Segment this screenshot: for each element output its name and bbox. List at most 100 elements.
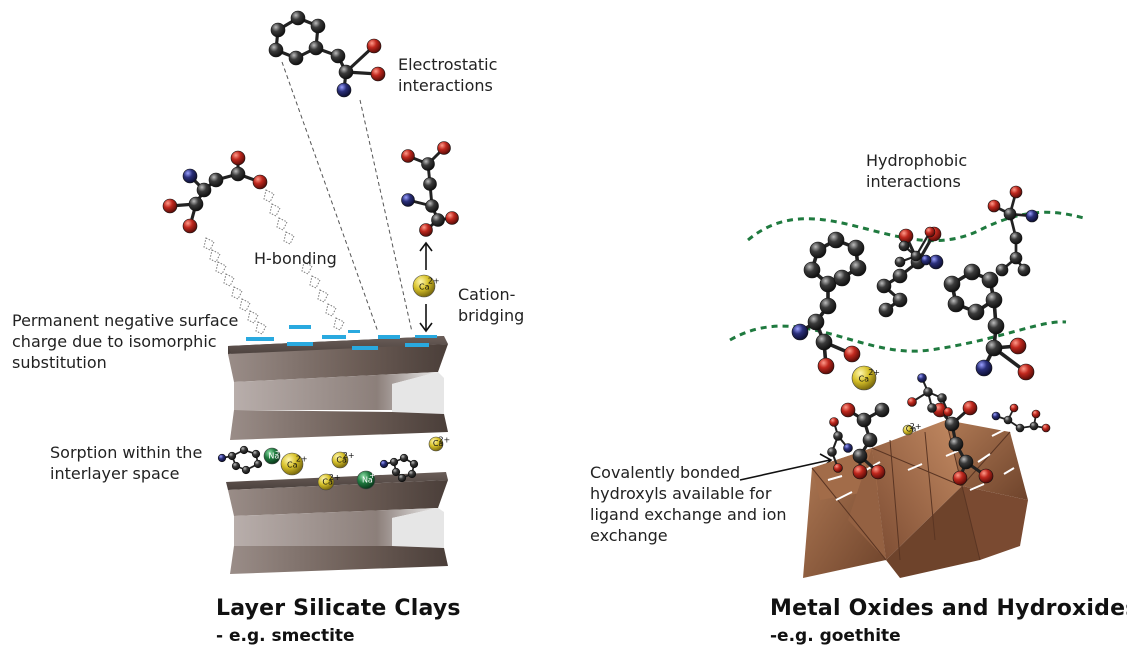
carbon-atom bbox=[231, 461, 241, 471]
carbon-atom bbox=[967, 303, 985, 321]
nitrogen-atom bbox=[975, 359, 993, 377]
oxygen-atom bbox=[870, 464, 886, 480]
molecule-surface-1 bbox=[840, 402, 890, 480]
nitrogen-atom bbox=[379, 459, 389, 469]
label-line: substitution bbox=[12, 353, 107, 372]
carbon-atom bbox=[987, 317, 1005, 335]
ca-ion-goethite-small: Ca2+ bbox=[902, 422, 922, 436]
oxygen-atom bbox=[437, 141, 451, 155]
molecules bbox=[162, 10, 1051, 486]
label-covalent: Covalently bonded hydroxyls available fo… bbox=[590, 462, 787, 546]
nitrogen-atom bbox=[1025, 209, 1039, 223]
left-title: Layer Silicate Clays bbox=[216, 596, 461, 621]
carbon-atom bbox=[803, 261, 821, 279]
label-line: Covalently bonded bbox=[590, 463, 741, 482]
nitrogen-atom bbox=[336, 82, 352, 98]
ion-charge: + bbox=[275, 447, 282, 456]
oxygen-atom bbox=[370, 66, 386, 82]
carbon-atom bbox=[827, 447, 837, 457]
molecule-goethite-left bbox=[791, 231, 867, 375]
molecule-interlayer-right bbox=[379, 453, 419, 483]
carbon-atom bbox=[425, 199, 439, 213]
label-line: interlayer space bbox=[50, 464, 180, 483]
carbon-atom bbox=[892, 268, 908, 284]
nitrogen-atom bbox=[217, 453, 227, 463]
carbon-atom bbox=[894, 256, 906, 268]
oxygen-atom bbox=[843, 345, 861, 363]
carbon-atom bbox=[892, 292, 908, 308]
label-line: interactions bbox=[866, 172, 961, 191]
ion-charge: + bbox=[369, 471, 376, 480]
carbon-atom bbox=[923, 387, 933, 397]
carbon-atom bbox=[849, 259, 867, 277]
carbon-atom bbox=[963, 263, 981, 281]
h-bond-arrows bbox=[203, 189, 345, 335]
calcium-ion-sphere bbox=[902, 424, 914, 436]
carbon-atom bbox=[290, 10, 306, 26]
oxygen-atom bbox=[1031, 409, 1041, 419]
label-line: Sorption within the bbox=[50, 443, 203, 462]
label-line: interactions bbox=[398, 76, 493, 95]
oxygen-atom bbox=[182, 218, 198, 234]
ca-ion-4: Ca2+ bbox=[428, 435, 450, 452]
label-line: Electrostatic bbox=[398, 55, 498, 74]
nitrogen-atom bbox=[928, 254, 944, 270]
oxygen-atom bbox=[817, 357, 835, 375]
oxygen-atom bbox=[1009, 185, 1023, 199]
label-electrostatic: Electrostatic interactions bbox=[398, 54, 497, 96]
ion-symbol: Ca bbox=[336, 455, 347, 464]
carbon-atom bbox=[862, 432, 878, 448]
carbon-atom bbox=[227, 451, 237, 461]
carbon-atom bbox=[330, 48, 346, 64]
carbon-atom bbox=[288, 50, 304, 66]
sodium-ion-sphere bbox=[263, 447, 281, 465]
carbon-atom bbox=[809, 241, 827, 259]
oxygen-atom bbox=[401, 149, 415, 163]
label-permanent-charge: Permanent negative surface charge due to… bbox=[12, 310, 238, 373]
carbon-atom bbox=[937, 393, 947, 403]
carbon-atom bbox=[847, 239, 865, 257]
calcium-ion-sphere bbox=[280, 452, 304, 476]
molecule-goethite-right bbox=[943, 263, 1035, 381]
ion-symbol: Na bbox=[268, 451, 279, 460]
molecule-electrostatic bbox=[268, 10, 386, 98]
label-hydrophobic: Hydrophobic interactions bbox=[866, 150, 967, 192]
carbon-atom bbox=[943, 275, 961, 293]
carbon-atom bbox=[927, 403, 937, 413]
molecule-h-bonding bbox=[162, 150, 268, 234]
oxygen-atom bbox=[978, 468, 994, 484]
carbon-atom bbox=[1009, 251, 1023, 265]
ion-symbol: Ca bbox=[433, 439, 444, 448]
nitrogen-atom bbox=[917, 373, 927, 383]
carbon-atom bbox=[833, 269, 851, 287]
carbon-atom bbox=[391, 467, 401, 477]
carbon-atom bbox=[1017, 263, 1031, 277]
carbon-atom bbox=[389, 457, 399, 467]
molecule-goethite-topright bbox=[987, 185, 1039, 277]
carbon-atom bbox=[827, 231, 845, 249]
calcium-ion-sphere bbox=[412, 274, 436, 298]
carbon-atom bbox=[947, 295, 965, 313]
carbon-atom bbox=[833, 431, 843, 441]
oxygen-atom bbox=[419, 223, 433, 237]
carbon-atom bbox=[807, 313, 825, 331]
ion-charge: 2+ bbox=[296, 454, 308, 463]
ion-symbol: Na bbox=[362, 476, 373, 485]
sodium-ion-sphere bbox=[356, 470, 376, 490]
carbon-atom bbox=[819, 297, 837, 315]
label-cation-bridging: Cation- bridging bbox=[458, 284, 524, 326]
carbon-atom bbox=[852, 448, 868, 464]
oxygen-atom bbox=[1017, 363, 1035, 381]
oxygen-atom bbox=[445, 211, 459, 225]
label-line: exchange bbox=[590, 526, 668, 545]
right-title: Metal Oxides and Hydroxides bbox=[770, 596, 1127, 621]
clay-layer-upper bbox=[228, 336, 448, 440]
carbon-atom bbox=[958, 454, 974, 470]
ion-symbol: Ca bbox=[322, 477, 333, 486]
oxygen-atom bbox=[952, 470, 968, 486]
right-subtitle: -e.g. goethite bbox=[770, 626, 901, 646]
oxygen-atom bbox=[852, 464, 868, 480]
carbon-atom bbox=[856, 412, 872, 428]
calcium-ion-sphere bbox=[428, 436, 444, 452]
